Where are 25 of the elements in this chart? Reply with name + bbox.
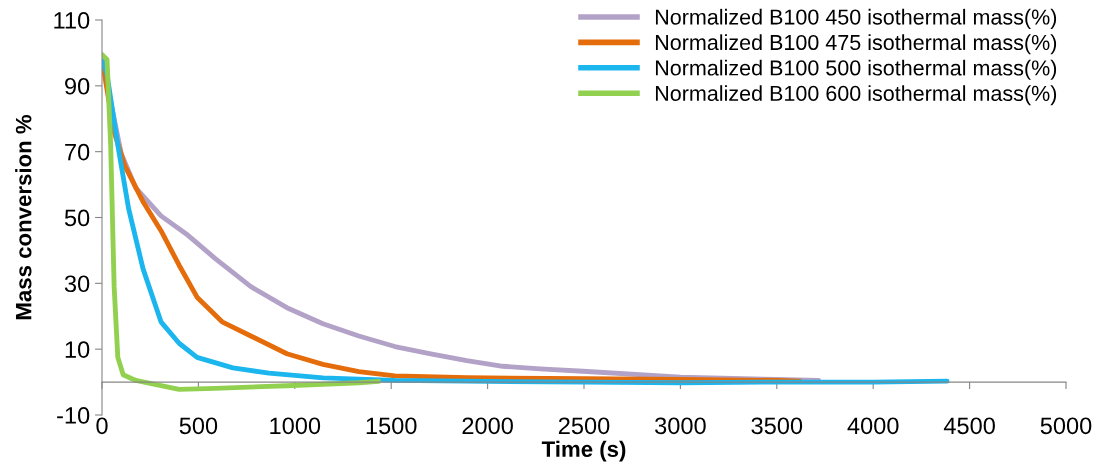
- x-tick-label: 3000: [655, 417, 706, 435]
- line-series: [102, 52, 382, 392]
- y-tick-label: 90: [65, 77, 90, 95]
- y-tick-label: 10: [65, 341, 90, 358]
- y-tick-label: 70: [65, 143, 90, 161]
- x-tick-label: 5000: [1040, 417, 1092, 435]
- legend-label: Normalized B100 475 isothermal mass(%): [655, 34, 1057, 55]
- x-tick-label: 500: [179, 417, 218, 435]
- legend-label: Normalized B100 500 isothermal mass(%): [655, 59, 1057, 80]
- x-tick-label: 1000: [270, 417, 321, 435]
- legend-label: Normalized B100 600 isothermal mass(%): [655, 85, 1057, 106]
- y-axis-title: Mass conversion %: [15, 114, 32, 320]
- x-tick-label: 0: [96, 417, 108, 435]
- x-tick-label: 4000: [847, 417, 899, 435]
- x-axis-title: Time (s): [541, 440, 626, 462]
- x-tick-label: 1500: [366, 417, 417, 435]
- y-tick-label: 110: [54, 12, 90, 29]
- y-tick-label: 30: [64, 275, 90, 293]
- legend-label: Normalized B100 450 isothermal mass(%): [655, 8, 1057, 29]
- y-tick-label: 50: [64, 209, 90, 227]
- x-tick-label: 2000: [462, 417, 513, 435]
- x-tick-label: 4500: [943, 417, 995, 435]
- y-tick-label: -10: [57, 407, 90, 424]
- x-tick-label: 2500: [558, 417, 610, 435]
- x-tick-label: 3500: [751, 417, 803, 435]
